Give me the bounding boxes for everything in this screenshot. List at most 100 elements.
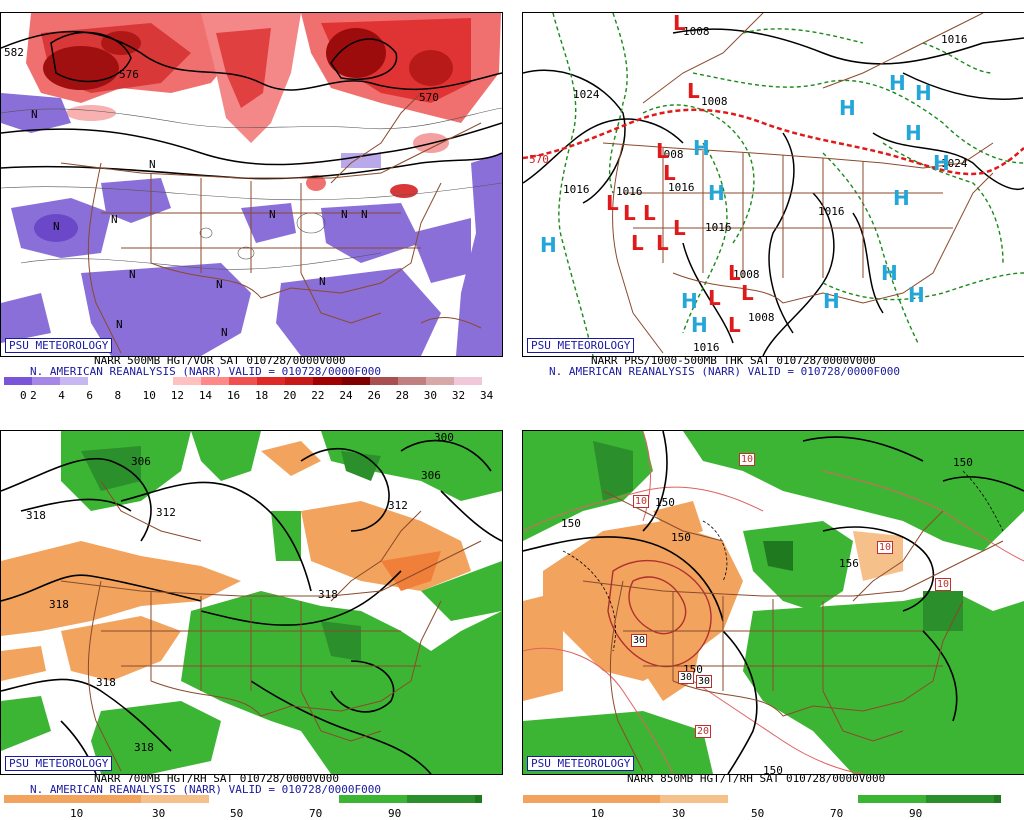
isobar-label: 1016 <box>616 185 643 198</box>
colorbar-segment <box>313 377 342 385</box>
colorbar-segment <box>88 377 117 385</box>
isobar-label: 1016 <box>563 183 590 196</box>
colorbar-tick: 26 <box>367 389 381 402</box>
low-pressure-marker: L <box>631 231 644 255</box>
colorbar-tick: 4 <box>58 389 65 402</box>
colorbar-segment <box>454 377 483 385</box>
high-pressure-marker: H <box>681 289 698 313</box>
temperature-label: 10 <box>633 495 650 508</box>
map-500mb-svg <box>1 13 502 356</box>
contour-label: 318 <box>318 588 338 601</box>
high-pressure-marker: H <box>908 283 925 307</box>
contour-label: 318 <box>134 741 154 754</box>
badge-psu-meteorology: PSU METEOROLOGY <box>527 338 635 353</box>
panel-850mb-rh: PSU METEOROLOGY 150 150 150 150 150 156 … <box>519 418 1024 819</box>
badge-psu-meteorology: PSU METEOROLOGY <box>5 338 113 353</box>
temperature-label: 10 <box>739 453 756 466</box>
low-pressure-marker: L <box>708 286 721 310</box>
colorbar-tick: 10 <box>70 807 84 820</box>
high-pressure-marker: H <box>933 151 950 175</box>
map-700mb: PSU METEOROLOGY 306 300 306 312 318 312 … <box>0 430 503 775</box>
high-pressure-marker: H <box>905 121 922 145</box>
colorbar-rh <box>523 795 1001 803</box>
isobar-label: 1016 <box>818 205 845 218</box>
colorbar-tick: 30 <box>152 807 166 820</box>
n-marker: N <box>341 208 348 221</box>
colorbar-tick: 18 <box>255 389 269 402</box>
isobar-label: 1008 <box>701 95 728 108</box>
high-pressure-marker: H <box>708 181 725 205</box>
badge-psu-meteorology: PSU METEOROLOGY <box>5 756 113 771</box>
colorbar-tick: 20 <box>283 389 297 402</box>
isobar-label: 1008 <box>657 148 684 161</box>
colorbar-tick: 8 <box>114 389 122 402</box>
temperature-label: 30 <box>696 675 713 688</box>
colorbar-segment <box>4 377 33 385</box>
colorbar-segment <box>397 377 426 385</box>
panel-title: NARR PRS/1000-500MB THK SAT 010728/0000V… <box>591 354 876 367</box>
colorbar-tick: 70 <box>309 807 323 820</box>
contour-label: 150 <box>655 496 675 509</box>
n-marker: N <box>116 318 123 331</box>
contour-label: 306 <box>421 469 441 482</box>
contour-label: 570 <box>419 91 439 104</box>
isobar-label: 1008 <box>683 25 710 38</box>
isobar-label: 1016 <box>941 33 968 46</box>
isobar-label: 1008 <box>733 268 760 281</box>
low-pressure-marker: L <box>606 191 619 215</box>
contour-label: 150 <box>953 456 973 469</box>
n-marker: N <box>31 108 38 121</box>
colorbar-tick: 70 <box>830 807 844 820</box>
colorbar-tick: 10 <box>142 389 156 402</box>
colorbar-segment <box>116 377 145 385</box>
colorbar-segment <box>257 377 286 385</box>
contour-label: 312 <box>388 499 408 512</box>
contour-label: 156 <box>839 557 859 570</box>
low-pressure-marker: L <box>728 261 741 285</box>
contour-label: 300 <box>434 431 454 444</box>
colorbar-segment <box>341 377 370 385</box>
low-pressure-marker: L <box>643 201 656 225</box>
colorbar-tick: 10 <box>591 807 605 820</box>
low-pressure-marker: L <box>656 139 669 163</box>
isobar-label: 1016 <box>705 221 732 234</box>
isobar-label: 1016 <box>693 341 720 354</box>
low-pressure-marker: L <box>741 281 754 305</box>
contour-label: 582 <box>4 46 24 59</box>
isobar-label: 1016 <box>668 181 695 194</box>
panel-500mb-vorticity: PSU METEOROLOGY 582 576 570 N N N N N N … <box>0 0 505 404</box>
n-marker: N <box>53 220 60 233</box>
high-pressure-marker: H <box>893 186 910 210</box>
colorbar-labels: 0 2 4 6 8 10 12 14 16 18 20 22 24 26 28 30 32 34 <box>0 390 505 402</box>
map-700mb-svg <box>1 431 502 774</box>
low-pressure-marker: L <box>687 79 700 103</box>
colorbar-tick: 50 <box>751 807 765 820</box>
colorbar-tick: 22 <box>311 389 325 402</box>
high-pressure-marker: H <box>839 96 856 120</box>
isobar-label: 1008 <box>748 311 775 324</box>
colorbar-tick: 50 <box>230 807 244 820</box>
temperature-label: 30 <box>678 671 695 684</box>
high-pressure-marker: H <box>889 71 906 95</box>
panel-subtitle: N. AMERICAN REANALYSIS (NARR) VALID = 01… <box>549 365 900 378</box>
colorbar-tick: 6 <box>86 389 93 402</box>
colorbar-segment <box>60 377 89 385</box>
low-pressure-marker: L <box>673 12 686 35</box>
colorbar-tick: 0 <box>20 389 27 402</box>
n-marker: N <box>111 213 118 226</box>
temperature-label: 10 <box>877 541 894 554</box>
contour-label: 312 <box>156 506 176 519</box>
high-pressure-marker: H <box>693 136 710 160</box>
map-500mb: PSU METEOROLOGY 582 576 570 N N N N N N … <box>0 12 503 357</box>
contour-label: 150 <box>561 517 581 530</box>
colorbar-tick: 12 <box>170 389 184 402</box>
colorbar-segment <box>144 377 173 385</box>
n-marker: N <box>129 268 136 281</box>
contour-label: 318 <box>96 676 116 689</box>
high-pressure-marker: H <box>881 261 898 285</box>
contour-label: 150 <box>763 764 783 775</box>
map-pressure: PSU METEOROLOGY 1008 1008 1024 1016 1016… <box>522 12 1024 357</box>
temperature-label: 30 <box>631 634 648 647</box>
colorbar-segment <box>285 377 314 385</box>
colorbar-tick: 34 <box>480 389 494 402</box>
